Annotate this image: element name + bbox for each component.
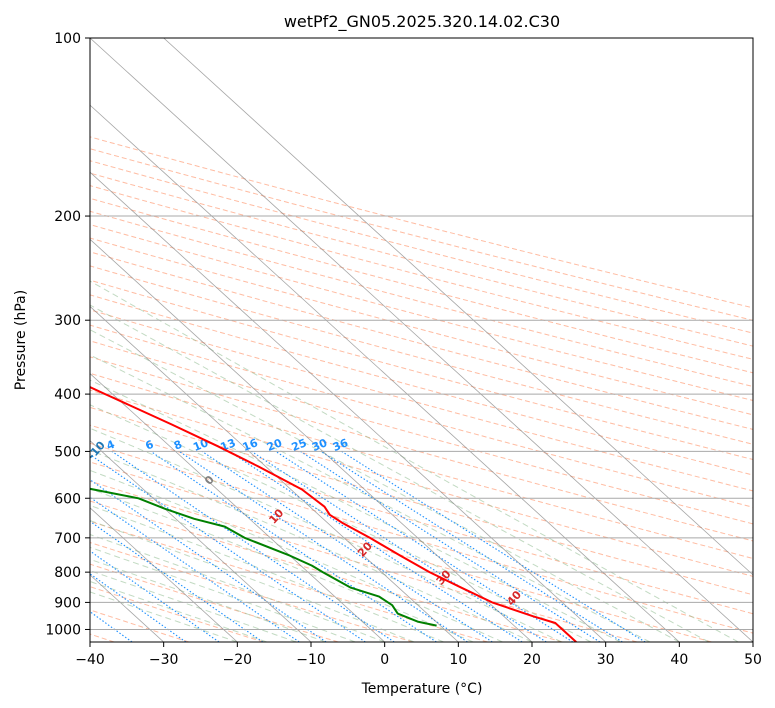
dry-adiabat-line <box>90 461 712 642</box>
dewpoint-profile-line <box>90 487 437 627</box>
isotherm-line <box>90 507 238 642</box>
temperature-profile-line <box>90 386 577 642</box>
dry-adiabat-line <box>90 185 753 360</box>
dry-adiabat-line <box>90 372 753 559</box>
y-tick-label: 400 <box>54 387 81 403</box>
mixing-ratio-line <box>229 450 523 642</box>
dry-adiabat-line <box>90 586 264 642</box>
dry-adiabat-line <box>90 172 753 347</box>
moist-adiabat-line <box>90 304 710 642</box>
background-lines <box>90 38 753 642</box>
y-tick-label: 100 <box>54 31 81 47</box>
mixing-ratio-label: 36 <box>331 436 350 454</box>
x-tick-label: −30 <box>149 652 179 668</box>
moist-adiabat-line <box>90 591 238 642</box>
y-tick-label: 500 <box>54 444 81 460</box>
y-tick-label: 600 <box>54 491 81 507</box>
isotherm-line <box>90 104 680 642</box>
x-tick-label: −10 <box>296 652 326 668</box>
dry-adiabat-line <box>90 265 753 445</box>
dry-adiabat-line <box>90 251 753 430</box>
dry-adiabat-line <box>90 340 753 525</box>
x-axis-title: Temperature (°C) <box>361 681 483 697</box>
x-tick-label: 20 <box>523 652 541 668</box>
moist-adiabat-line <box>90 449 533 642</box>
dry-adiabat-line <box>90 520 488 642</box>
chart-title: wetPf2_GN05.2025.320.14.02.C30 <box>284 12 560 32</box>
moist-adiabat-line <box>90 404 592 642</box>
isotherm-line <box>90 238 533 642</box>
y-tick-label: 700 <box>54 531 81 547</box>
x-tick-label: −40 <box>75 652 105 668</box>
x-tick-label: 50 <box>744 652 762 668</box>
dry-adiabat-line <box>90 406 753 596</box>
moist-adiabat-line <box>90 520 415 642</box>
isotherm-line <box>163 38 753 576</box>
moist-adiabat-line <box>90 558 326 642</box>
mixing-ratio-line <box>251 450 547 642</box>
y-tick-label: 800 <box>54 565 81 581</box>
axes: −40 −30 −20 −10 0 10 20 30 40 50 100 200 300 400 500 60… <box>45 31 762 668</box>
x-tick-label: 10 <box>449 652 467 668</box>
isotherm-line <box>90 373 385 642</box>
dry-adiabat-line <box>90 148 753 321</box>
dry-adiabat-line <box>90 279 753 461</box>
y-axis-title: Pressure (hPa) <box>13 290 29 390</box>
dry-adiabat-line <box>90 237 753 416</box>
mixing-ratio-line <box>90 496 300 642</box>
dry-adiabat-line <box>90 424 753 615</box>
isotherm-line <box>90 171 606 642</box>
isotherm-line <box>90 440 312 642</box>
mixing-ratio-line <box>90 520 264 642</box>
isotherm-line <box>90 305 459 642</box>
plot-frame <box>89 37 754 643</box>
dry-adiabat-line <box>90 442 753 634</box>
mixing-ratio-label: 16 <box>241 436 260 454</box>
mixing-ratio-label: 20 <box>265 436 284 454</box>
isotherm-line <box>90 38 753 642</box>
moist-adiabat-line <box>90 280 739 642</box>
dry-adiabat-line <box>90 541 414 642</box>
dry-adiabat-line <box>90 160 753 334</box>
moist-adiabat-line <box>90 504 444 642</box>
dry-adiabat-line <box>90 224 753 402</box>
dry-adiabat-line <box>90 210 753 388</box>
moist-adiabat-line <box>90 546 356 642</box>
moist-adiabat-line <box>90 469 503 642</box>
mixing-ratio-line <box>150 450 437 642</box>
x-tick-label: 40 <box>670 652 688 668</box>
mixing-ratio-line <box>178 450 468 642</box>
y-tick-label: 300 <box>54 313 81 329</box>
y-tick-label: 200 <box>54 209 81 225</box>
profiles <box>90 386 577 642</box>
mixing-ratio-label: 30 <box>310 436 329 454</box>
moist-adiabat-line <box>90 354 651 642</box>
x-tick-label: 30 <box>597 652 615 668</box>
dry-adiabat-line <box>90 136 753 309</box>
y-tick-label: 1000 <box>45 622 81 638</box>
dry-adiabat-line <box>90 197 753 374</box>
x-tick-label: −20 <box>223 652 253 668</box>
mixing-ratio-label: 25 <box>290 436 309 454</box>
moist-adiabat-line <box>90 379 621 642</box>
mixing-ratio-line <box>90 479 327 642</box>
mixing-ratio-line <box>201 450 493 642</box>
x-tick-label: 0 <box>380 652 389 668</box>
mixing-ratio-label: 8 <box>172 438 184 453</box>
line-labels: -100-90-80-70-60-50-40-30-20-100.10.20.4… <box>90 436 524 608</box>
dry-adiabat-line <box>90 324 753 508</box>
mixing-ratio-line <box>275 450 574 642</box>
y-tick-label: 900 <box>54 595 81 611</box>
